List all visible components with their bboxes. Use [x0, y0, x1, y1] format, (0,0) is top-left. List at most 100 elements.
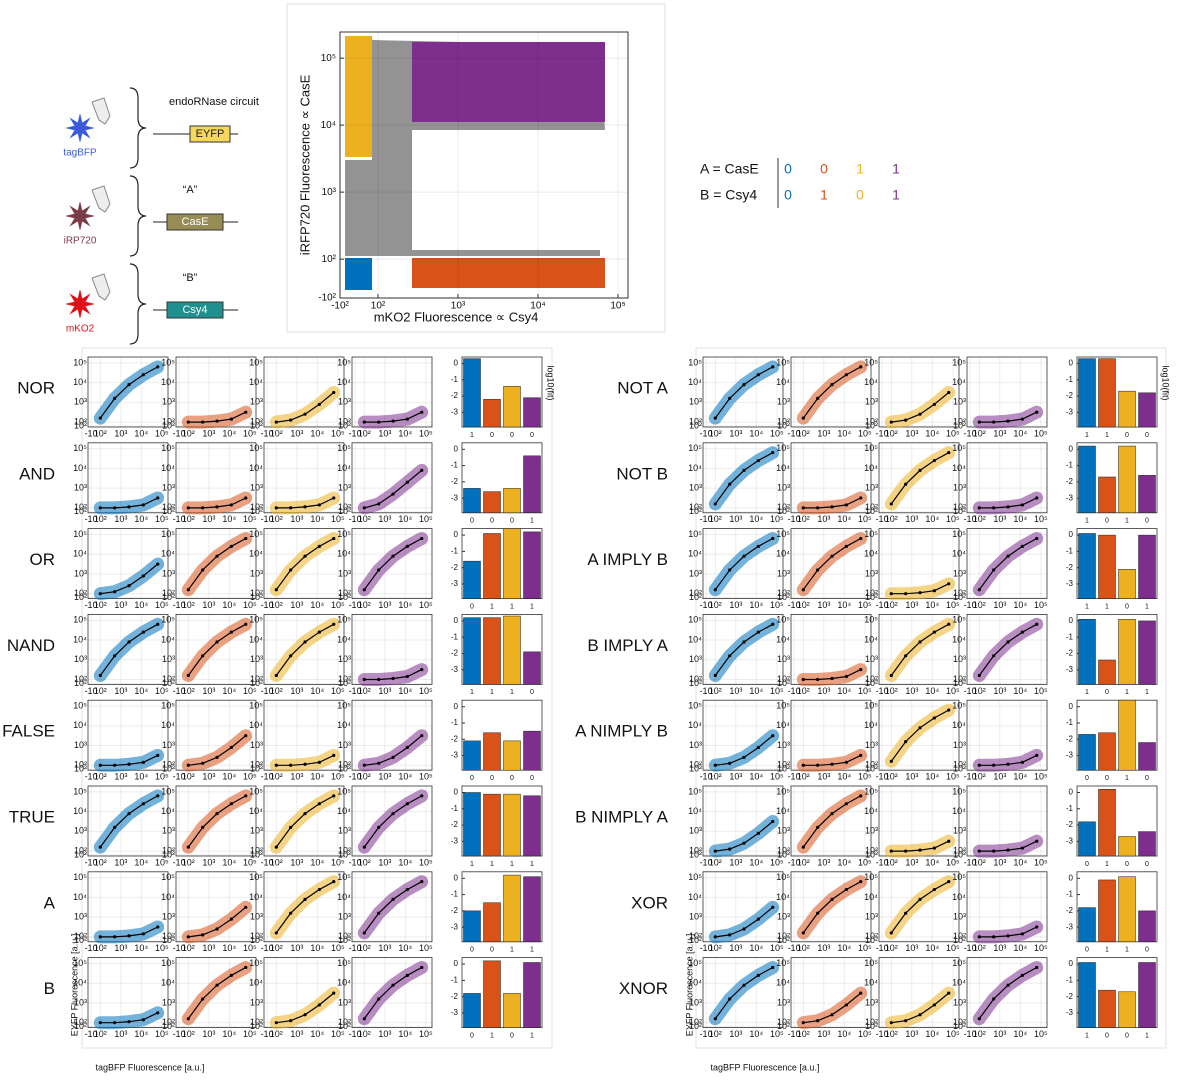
trend-point — [377, 912, 380, 915]
trend-point — [187, 674, 190, 677]
trend-point — [156, 794, 159, 797]
trend-point — [816, 506, 819, 509]
panel-x-tick-label: 10⁴ — [749, 1029, 763, 1039]
trend-point — [142, 373, 145, 376]
bar — [524, 877, 541, 942]
panel-x-tick-label: 10⁴ — [749, 772, 763, 782]
trend-point — [918, 469, 921, 472]
panel-x-tick-label: 10⁴ — [749, 943, 763, 953]
panel-y-tick-label: 10² — [953, 416, 966, 426]
panel-x-tick-label: 10⁴ — [1013, 428, 1027, 438]
panel-x-tick-label: 10³ — [202, 686, 215, 696]
gate-name: A IMPLY B — [587, 550, 668, 569]
panel-x-tick-label: 10³ — [729, 600, 742, 610]
truth-label: 1 — [530, 861, 534, 868]
panel-y-tick-label: 10² — [689, 845, 702, 855]
trend-point — [992, 506, 995, 509]
panel-x-tick-label: 10⁴ — [398, 514, 412, 524]
panel-x-tick-label: 10³ — [378, 600, 391, 610]
panel-y-tick-label: 10⁵ — [249, 786, 263, 796]
panel-y-tick-label: 10² — [338, 674, 351, 684]
bar — [1079, 359, 1096, 427]
trend-point — [714, 1017, 717, 1020]
panel-y-tick-label: 10² — [777, 588, 790, 598]
trend-point — [802, 588, 805, 591]
truth-label: 0 — [1145, 861, 1149, 868]
panel-y-tick-label: 10² — [162, 416, 175, 426]
panel-y-tick-label: 10⁴ — [776, 463, 790, 473]
panel-x-tick-label: 10⁴ — [925, 600, 939, 610]
trend-point — [714, 935, 717, 938]
panel-y-tick-label: 10³ — [865, 826, 878, 836]
truth-label: 0 — [1105, 689, 1109, 696]
panel-y-tick-label: 10⁴ — [952, 549, 966, 559]
trend-point — [845, 1003, 848, 1006]
trend-point — [933, 459, 936, 462]
trend-point — [757, 631, 760, 634]
panel-y-tick-label: 10⁴ — [776, 549, 790, 559]
trend-point — [127, 383, 130, 386]
trend-point — [845, 675, 848, 678]
panel-x-tick-label: 10² — [797, 1029, 810, 1039]
trend-point — [1006, 640, 1009, 643]
trend-point — [859, 880, 862, 883]
truth-label: 0 — [1125, 1032, 1129, 1039]
panel-x-tick-label: 10² — [885, 772, 898, 782]
panel-x-tick-label: 10⁴ — [310, 943, 324, 953]
trend-point — [142, 761, 145, 764]
panel-y-tick-label: 10⁴ — [688, 892, 702, 902]
panel-y-tick-label: 10³ — [777, 912, 790, 922]
panel-y-tick-label: 10⁵ — [864, 357, 878, 367]
bar — [1139, 911, 1156, 942]
panel-y-tick-label: 10⁴ — [952, 634, 966, 644]
panel-x-tick-label: 10² — [797, 428, 810, 438]
panel-y-tick-label: 10⁵ — [688, 786, 702, 796]
panel-x-tick-label: 10⁵ — [1034, 943, 1048, 953]
panel-y-tick-label: 10⁵ — [73, 700, 87, 710]
trend-point — [318, 1003, 321, 1006]
bar-y-tick-label: -1 — [451, 632, 459, 641]
trend-point — [318, 802, 321, 805]
bar-y-tick-label: -2 — [451, 992, 459, 1001]
trend-point — [859, 991, 862, 994]
panel-y-tick-label: 10³ — [953, 740, 966, 750]
panel-y-tick-label: 10³ — [953, 568, 966, 578]
panel-y-tick-label: 10⁵ — [249, 958, 263, 968]
panel-y-tick-label: 10⁴ — [161, 978, 175, 988]
panel-x-tick-label: 10⁴ — [837, 943, 851, 953]
trend-point — [156, 623, 159, 626]
gate-name: NAND — [7, 636, 55, 655]
trend-point — [742, 756, 745, 759]
fluorophore-star — [65, 201, 95, 231]
gating-y-tick-label: -10² — [318, 293, 336, 304]
trend-point — [99, 592, 102, 595]
trend-point — [992, 568, 995, 571]
panel-y-tick-label: 10² — [250, 674, 263, 684]
bar — [484, 733, 501, 770]
trend-point — [391, 677, 394, 680]
bar-y-tick-label: -3 — [1066, 1008, 1074, 1017]
trend-point — [187, 588, 190, 591]
trend-point — [156, 1011, 159, 1014]
panel-x-tick-label: 10² — [270, 1029, 283, 1039]
panel-y-tick-label: 10⁵ — [337, 443, 351, 453]
trend-point — [1035, 537, 1038, 540]
panel-y-tick-label: 10³ — [777, 826, 790, 836]
truth-label: 0 — [490, 947, 494, 954]
bar-y-tick-label: -1 — [1066, 718, 1074, 727]
panel-x-tick-label: 10⁴ — [310, 1029, 324, 1039]
panel-y-tick-label: 10⁴ — [688, 463, 702, 473]
panel-y-tick-label: 10⁴ — [73, 377, 87, 387]
truth-label: 0 — [1085, 775, 1089, 782]
panel-y-tick-label: 10² — [777, 845, 790, 855]
truth-label: 0 — [1125, 861, 1129, 868]
bar — [464, 911, 481, 942]
panel-y-tick-label: 10⁵ — [161, 958, 175, 968]
bar-y-tick-label: -3 — [451, 922, 459, 931]
panel-y-tick-label: 10⁵ — [688, 700, 702, 710]
panel-x-tick-label: 10³ — [993, 686, 1006, 696]
construct-caption: endoRNase circuit — [169, 96, 259, 108]
panel-x-tick-label: 10³ — [729, 514, 742, 524]
trend-point — [890, 931, 893, 934]
trend-point — [918, 640, 921, 643]
